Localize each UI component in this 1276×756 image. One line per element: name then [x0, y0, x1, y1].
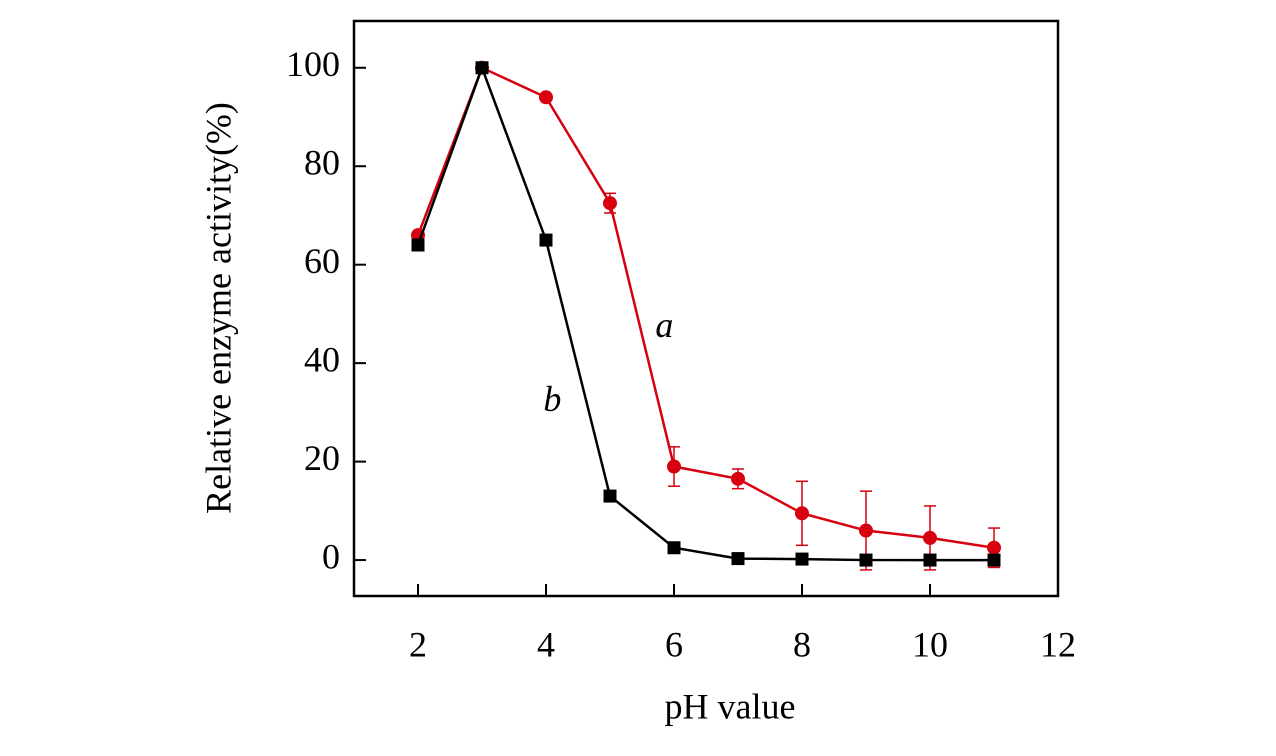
y-tick-label: 0	[322, 536, 340, 576]
marker	[411, 238, 425, 252]
marker	[475, 61, 489, 75]
y-tick-label: 20	[304, 438, 340, 478]
y-axis-label: Relative enzyme activity(%)	[198, 102, 238, 514]
marker	[795, 552, 809, 566]
x-axis-label: pH value	[665, 686, 796, 726]
x-tick-label: 4	[537, 624, 555, 664]
x-tick-label: 2	[409, 624, 427, 664]
marker	[859, 553, 873, 567]
marker	[667, 541, 681, 555]
marker	[731, 552, 745, 566]
marker	[603, 489, 617, 503]
series-label: a	[655, 305, 673, 345]
series-line	[416, 64, 994, 562]
x-tick-label: 6	[665, 624, 683, 664]
marker	[731, 471, 745, 486]
plot-frame	[352, 19, 1060, 598]
y-tick-label: 40	[304, 339, 340, 379]
marker	[539, 90, 553, 105]
series-label: b	[543, 379, 561, 419]
marker	[603, 196, 617, 211]
x-tick-label: 8	[793, 624, 811, 664]
marker	[859, 523, 873, 538]
x-tick-label: 10	[912, 624, 948, 664]
x-tick-label: 12	[1040, 624, 1076, 664]
marker	[923, 553, 937, 567]
y-tick-label: 100	[286, 44, 340, 84]
marker	[987, 540, 1001, 555]
marker	[795, 506, 809, 521]
marker	[923, 530, 937, 545]
marker	[539, 233, 553, 247]
y-tick-label: 60	[304, 241, 340, 281]
marker	[667, 459, 681, 474]
marker	[987, 553, 1001, 567]
y-tick-label: 80	[304, 142, 340, 182]
series-line	[416, 66, 995, 549]
